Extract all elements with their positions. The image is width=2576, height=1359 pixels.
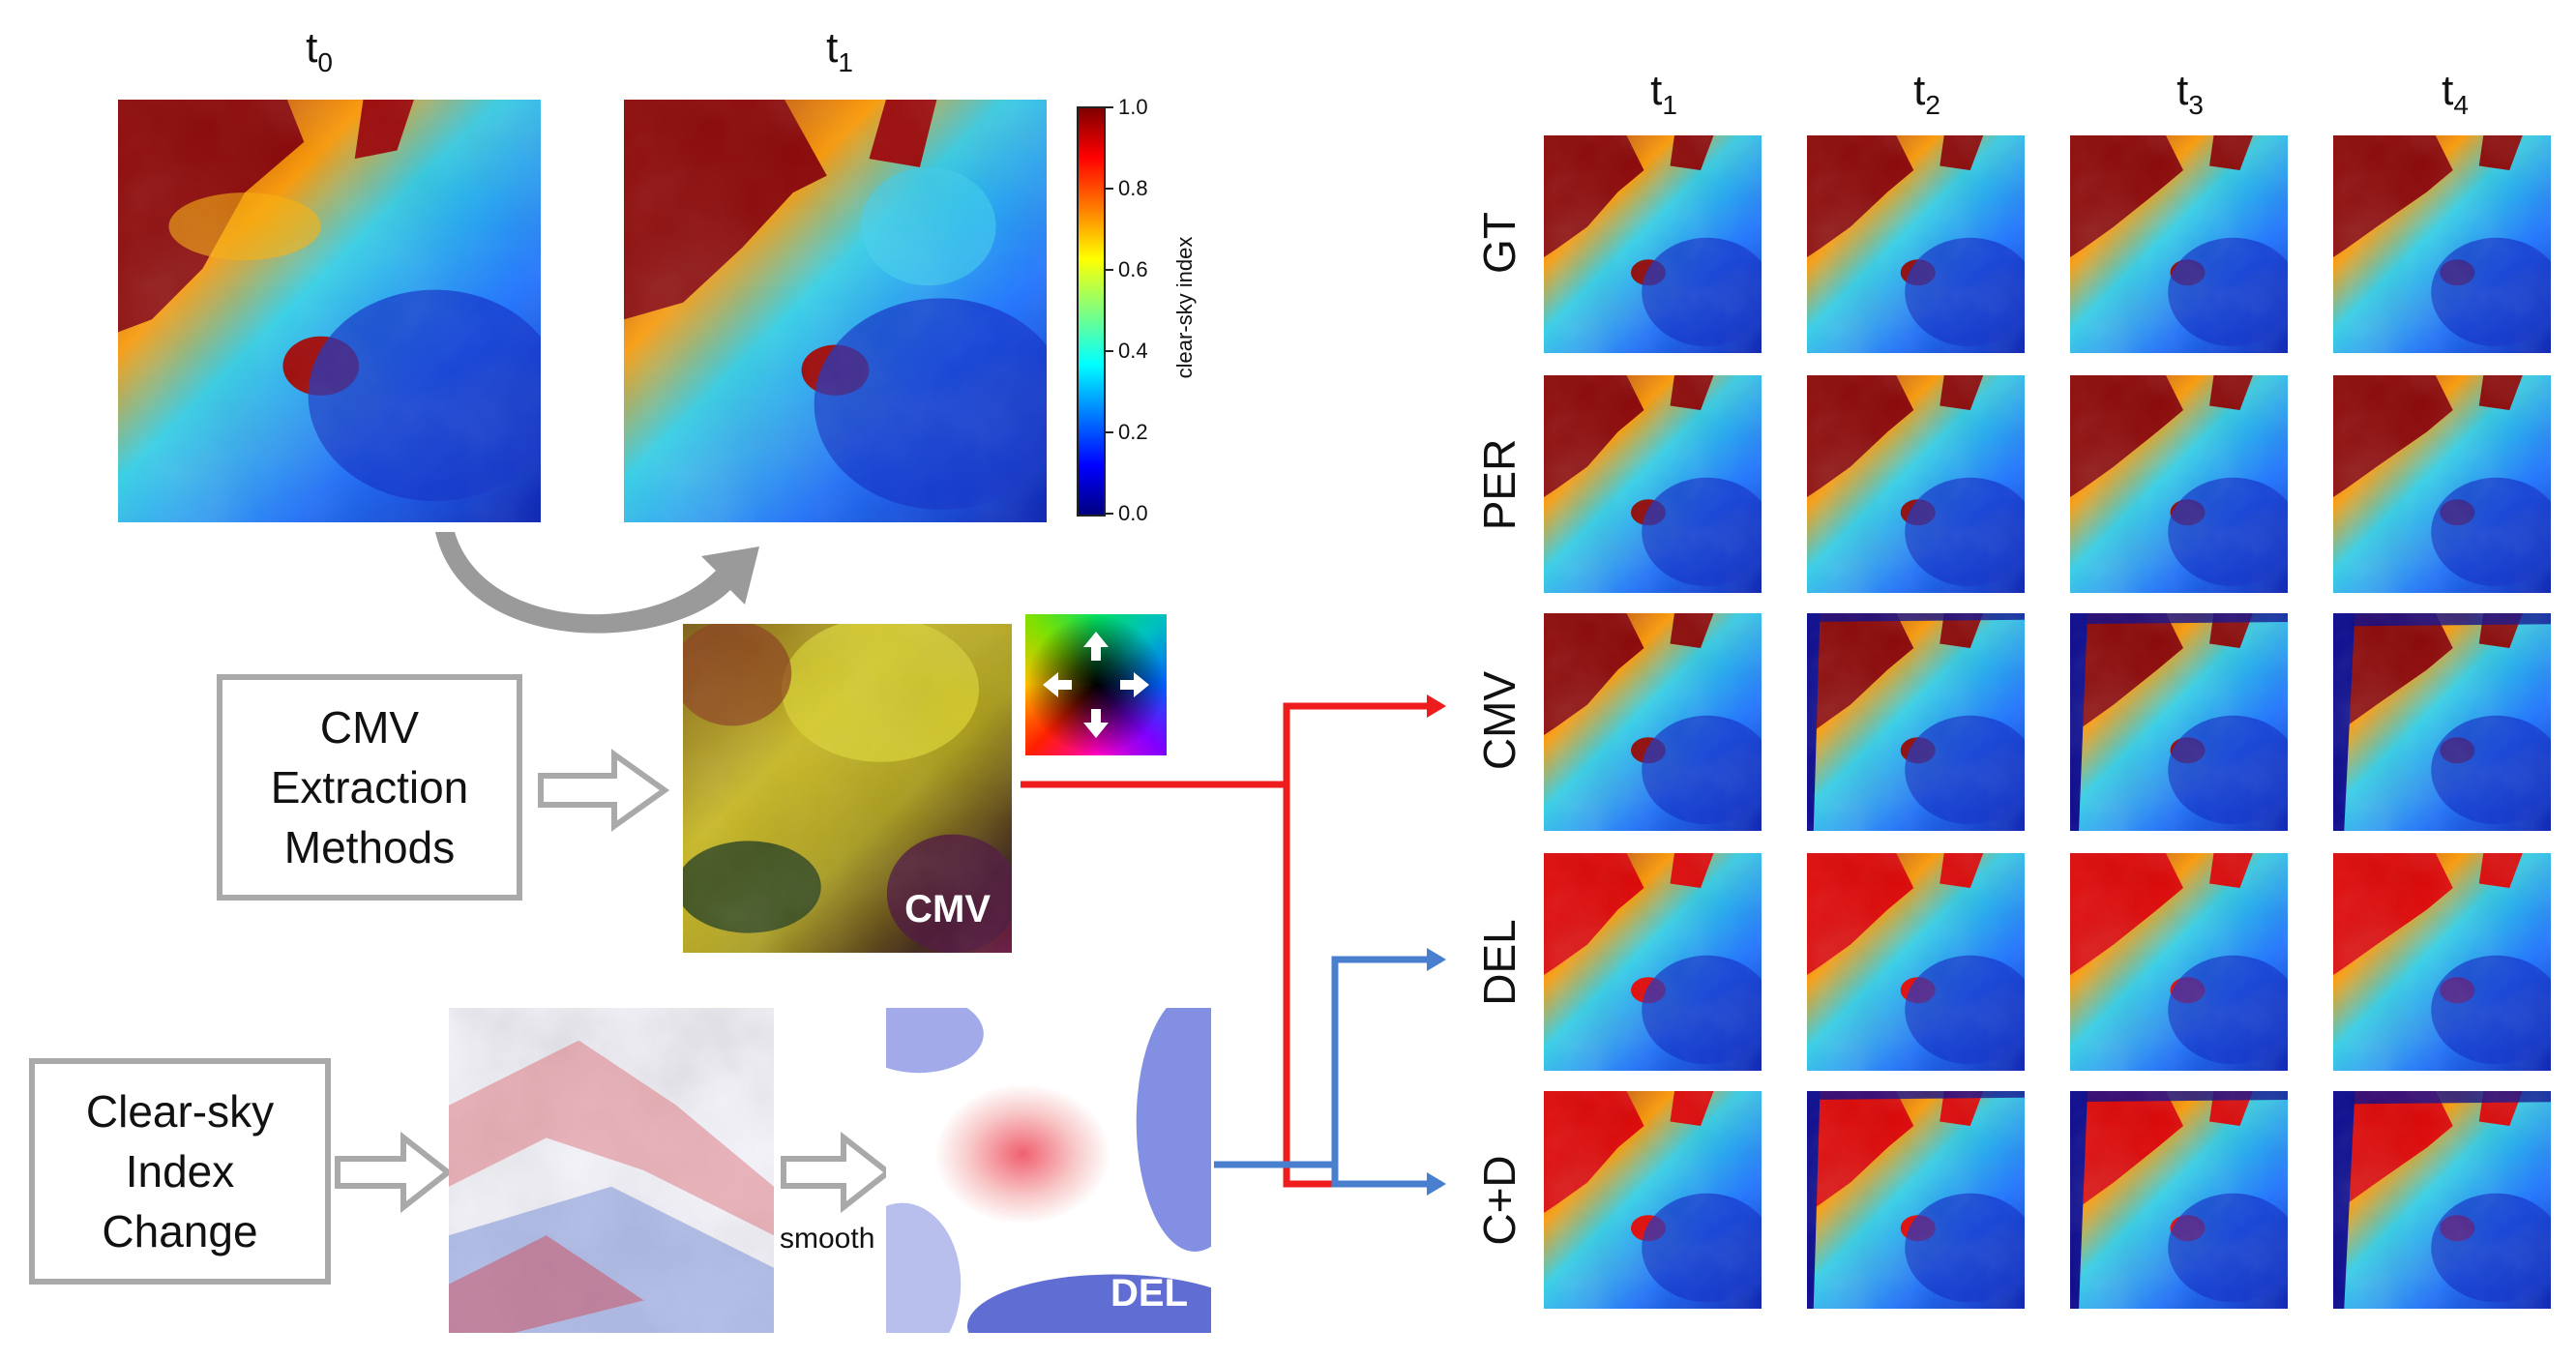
- grid-col-label: t1: [1650, 67, 1677, 120]
- grid-cell-map: [2070, 853, 2288, 1071]
- colorbar-tick: 0.8: [1118, 176, 1148, 200]
- colorbar-tick: 0.4: [1118, 339, 1148, 363]
- cmv-connector: [1021, 702, 1441, 788]
- t1-label-top: t1: [826, 24, 853, 77]
- box-line: Extraction: [270, 761, 469, 812]
- t0-label: t0: [306, 24, 333, 77]
- cmv-motion-field-panel: CMV: [683, 624, 1012, 953]
- grid-cell-map: [1544, 135, 1762, 353]
- grid-col-label: t2: [1913, 67, 1940, 120]
- grid-cell-map: [2070, 613, 2288, 831]
- colorbar-tick: 1.0: [1118, 95, 1148, 119]
- grid-cell-map: [2070, 135, 2288, 353]
- colorbar-tick: 0.6: [1118, 257, 1148, 281]
- clear-sky-difference-map: [449, 1008, 774, 1333]
- arrow-left-icon: [1043, 672, 1072, 697]
- colorbar-tick: 0.2: [1118, 420, 1148, 444]
- arrow-up-icon: [1083, 632, 1109, 661]
- t0-clear-sky-map: [118, 100, 541, 522]
- del-connector: [1214, 956, 1441, 1168]
- grid-cell-map: [2070, 375, 2288, 593]
- box-line: Index: [125, 1145, 235, 1197]
- grid-cell-map: [2333, 613, 2551, 831]
- cmv-arrowhead: [1427, 694, 1446, 718]
- connector-arrows: [1021, 694, 1446, 1196]
- grid-cell-map: [1544, 853, 1762, 1071]
- colorbar-title: clear-sky index: [1172, 236, 1197, 379]
- flow-color-key: [1025, 614, 1167, 755]
- grid-cell-map: [2333, 135, 2551, 353]
- cd-arrowhead: [1427, 1172, 1446, 1196]
- grid-col-label: t4: [2442, 67, 2469, 120]
- grid-row-label: DEL: [1474, 919, 1525, 1006]
- cmv-extraction-methods-box: CMV Extraction Methods: [217, 674, 522, 901]
- grid-col-label: t3: [2176, 67, 2204, 120]
- grid-cell-map: [2333, 853, 2551, 1071]
- cd-connector: [1331, 1165, 1441, 1188]
- t1-clear-sky-map: [624, 100, 1047, 522]
- grid-row-label: C+D: [1474, 1155, 1525, 1246]
- arrow-right-icon: [1120, 672, 1149, 697]
- smooth-label: smooth: [780, 1223, 875, 1255]
- clear-sky-index-change-box: Clear-sky Index Change: [29, 1058, 331, 1285]
- grid-row-label: PER: [1474, 438, 1525, 531]
- grid-cell-map: [1807, 1091, 2025, 1309]
- curved-transition-arrow: [435, 532, 759, 634]
- cmv-panel-tag: CMV: [904, 888, 991, 931]
- grid-row-label: GT: [1474, 212, 1525, 274]
- grid-cell-map: [2333, 1091, 2551, 1309]
- box-line: Clear-sky: [85, 1085, 275, 1137]
- del-panel: DEL: [886, 1008, 1211, 1333]
- grid-cell-map: [1544, 375, 1762, 593]
- grid-cell-map: [1807, 613, 2025, 831]
- colorbar: [1077, 106, 1106, 517]
- arrow-down-icon: [1083, 709, 1109, 738]
- del-panel-tag: DEL: [1110, 1272, 1188, 1315]
- grid-cell-map: [1807, 135, 2025, 353]
- box-line: Change: [102, 1206, 258, 1257]
- grid-cell-map: [1544, 1091, 1762, 1309]
- box-line: CMV: [319, 701, 420, 753]
- grid-cell-map: [1807, 853, 2025, 1071]
- grid-cell-map: [1807, 375, 2025, 593]
- cmv-connector-cd: [1283, 784, 1345, 1188]
- del-arrowhead: [1427, 948, 1446, 971]
- grid-cell-map: [2070, 1091, 2288, 1309]
- hollow-arrow-to-diff: [335, 1132, 453, 1213]
- hollow-arrow-smooth: [781, 1132, 893, 1213]
- grid-row-label: CMV: [1474, 670, 1525, 771]
- grid-cell-map: [1544, 613, 1762, 831]
- grid-cell-map: [2333, 375, 2551, 593]
- box-line: Methods: [283, 822, 456, 873]
- colorbar-tick: 0.0: [1118, 501, 1148, 525]
- hollow-arrow-to-cmv: [538, 749, 670, 832]
